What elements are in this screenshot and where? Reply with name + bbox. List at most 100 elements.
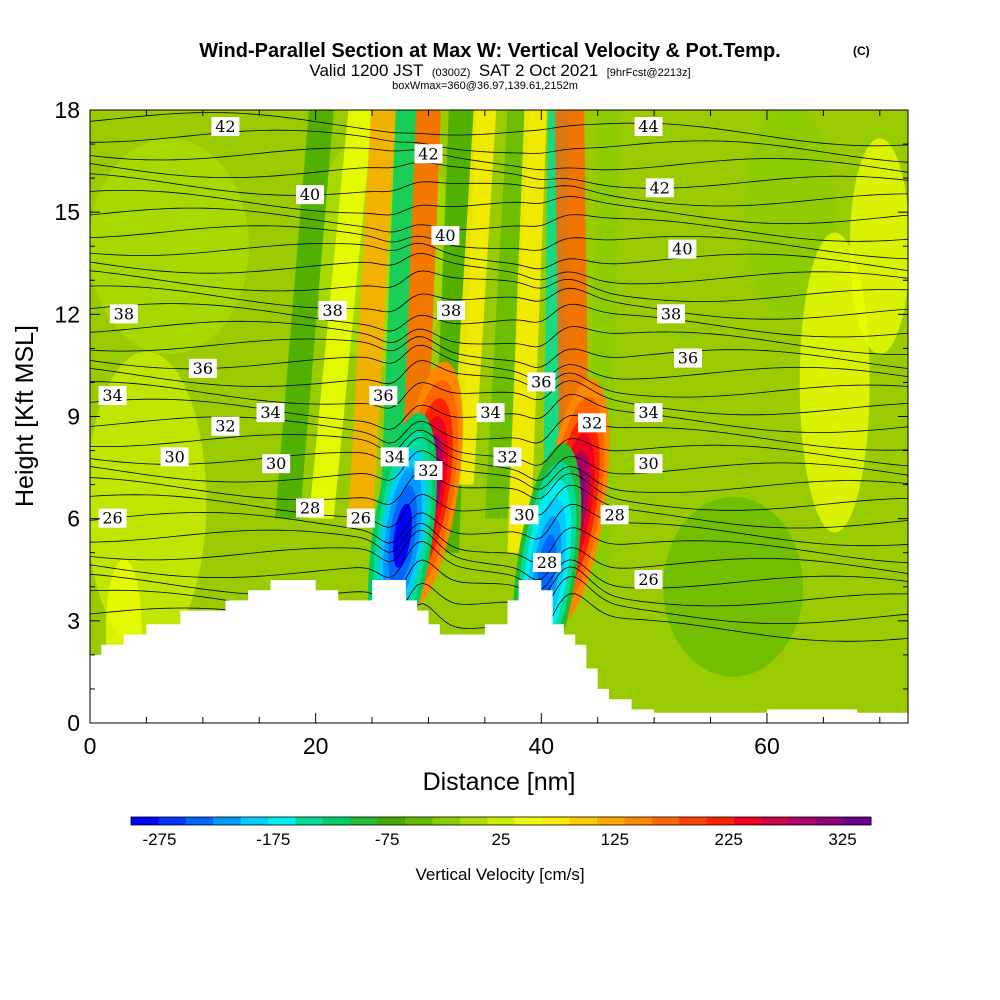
contour-label: 34	[638, 403, 658, 422]
contour-label: 42	[215, 117, 235, 136]
contour-label-box	[414, 144, 443, 164]
contour-label-box	[532, 552, 561, 572]
subtitle-forecast: [9hrFcst@2213z]	[607, 67, 691, 79]
contour-label: 38	[114, 304, 134, 323]
contour-label: 30	[266, 454, 286, 473]
w-streak	[378, 110, 417, 553]
contour-label: 30	[514, 505, 534, 524]
contour-label-box	[634, 569, 663, 589]
theta-contour	[90, 523, 908, 564]
w-streak	[451, 110, 497, 485]
theta-contour	[90, 380, 908, 416]
theta-contour	[90, 359, 908, 398]
contour-label-box	[414, 460, 443, 480]
x-tick-label: 20	[303, 733, 329, 759]
theta-contour	[90, 285, 908, 320]
colorbar-swatch	[158, 817, 187, 825]
colorbar-swatch	[185, 817, 214, 825]
w-blob	[849, 138, 908, 355]
colorbar-swatch	[295, 817, 324, 825]
w-blob	[663, 496, 804, 677]
contour-label: 28	[537, 553, 557, 572]
colorbar-swatch	[706, 817, 735, 825]
colorbar-tick-label: 125	[601, 830, 629, 849]
theta-contour	[90, 437, 908, 481]
theta-contour	[90, 484, 908, 529]
contour-label: 36	[193, 359, 213, 378]
colorbar-swatch	[788, 817, 817, 825]
contour-label-box	[668, 239, 697, 259]
contour-label-box	[318, 300, 347, 320]
w-core	[393, 503, 412, 568]
w-blob	[744, 110, 835, 321]
contour-label-box	[98, 508, 127, 528]
colorbar-swatch	[569, 817, 598, 825]
contour-label: 32	[497, 447, 517, 466]
colorbar-label: Vertical Velocity [cm/s]	[415, 865, 584, 884]
contour-label-box	[211, 416, 240, 436]
contour-label: 32	[582, 413, 602, 432]
theta-contour	[90, 576, 908, 626]
contour-label-box	[437, 300, 466, 320]
contour-label: 34	[480, 403, 500, 422]
theta-contour	[90, 344, 908, 381]
contour-label: 34	[260, 403, 280, 422]
colorbar-swatch	[350, 817, 379, 825]
theta-contour	[90, 161, 908, 189]
contour-label-box	[634, 117, 663, 137]
colorbar-swatch	[487, 817, 516, 825]
colorbar-swatch	[131, 817, 159, 825]
contour-label: 30	[164, 447, 184, 466]
colorbar-swatch	[322, 817, 351, 825]
colorbar-swatch	[596, 817, 625, 825]
chart-title: Wind-Parallel Section at Max W: Vertical…	[199, 40, 780, 62]
contour-label: 26	[351, 509, 371, 528]
theta-contour	[90, 173, 908, 207]
colorbar	[130, 816, 872, 826]
contour-label-box	[476, 403, 505, 423]
x-axis: 0 20 40 60	[84, 110, 881, 759]
contour-label: 36	[531, 372, 551, 391]
contour-label-box	[109, 304, 138, 324]
contour-label: 36	[373, 386, 393, 405]
y-tick-label: 0	[67, 710, 80, 736]
contour-label-box	[510, 505, 539, 525]
contour-label-box	[645, 178, 674, 198]
theta-contour	[90, 336, 908, 369]
colorbar-swatch	[405, 817, 433, 825]
x-axis-label: Distance [nm]	[423, 768, 576, 796]
theta-contour	[90, 112, 908, 147]
colorbar-swatch	[213, 817, 242, 825]
contour-label: 32	[215, 417, 235, 436]
colorbar-swatch	[733, 817, 762, 825]
theta-contour	[90, 242, 908, 271]
contour-label-box	[160, 447, 189, 467]
x-tick-label: 40	[529, 733, 555, 759]
colorbar-swatch	[459, 817, 488, 825]
theta-contour	[90, 252, 908, 285]
contour-label-box	[380, 447, 409, 467]
contour-label: 34	[384, 447, 404, 466]
contour-label: 28	[604, 505, 624, 524]
y-tick-label: 9	[67, 404, 80, 430]
y-tick-label: 6	[67, 506, 80, 532]
chart-subtitle-box: boxWmax=360@36.97,139.61,2152m	[392, 80, 578, 92]
w-streak	[275, 110, 334, 519]
colorbar-swatch	[432, 817, 461, 825]
contour-label-box	[369, 386, 398, 406]
theta-contour	[90, 225, 908, 260]
contour-label: 38	[441, 301, 461, 320]
contour-label: 38	[322, 301, 342, 320]
contour-label-box	[578, 413, 607, 433]
colorbar-tick-label: -175	[256, 830, 290, 849]
contour-label-box	[673, 348, 702, 368]
theta-contour	[90, 147, 908, 173]
theta-contour	[90, 320, 908, 355]
y-tick-label: 12	[54, 301, 80, 327]
theta-contour	[90, 559, 908, 607]
theta-contour	[90, 270, 908, 302]
contour-label-box	[296, 498, 325, 518]
chart-subtitle: Valid 1200 JST (0300Z) SAT 2 Oct 2021 [9…	[309, 61, 690, 80]
